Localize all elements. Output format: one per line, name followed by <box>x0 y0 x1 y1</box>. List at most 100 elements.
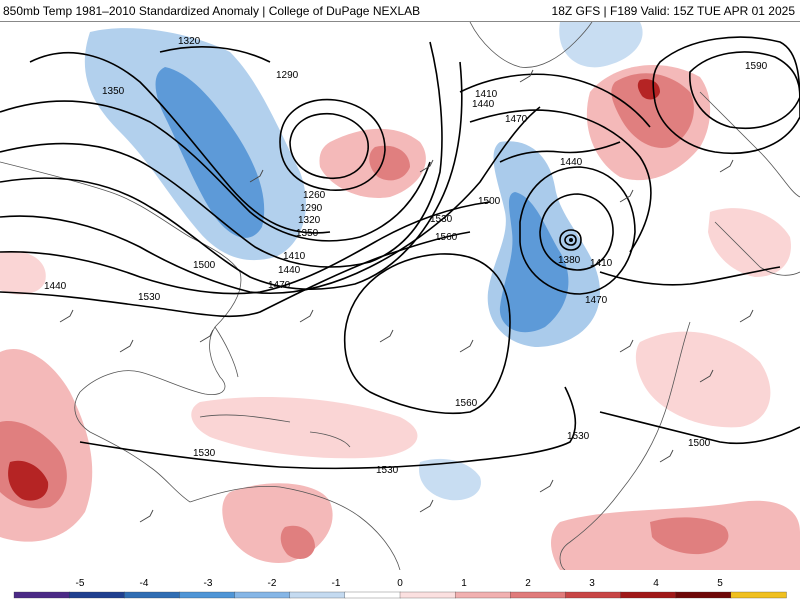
contour-label: 1440 <box>44 281 67 292</box>
warm-anomaly-shading <box>0 65 800 570</box>
contour-label: 1410 <box>475 89 498 100</box>
contour-1350-west <box>29 51 331 234</box>
colorbar-tick-label: -3 <box>204 578 213 589</box>
wind-barbs <box>59 69 754 523</box>
contour-east-arc-1470 <box>599 266 781 286</box>
contour-1530-south <box>79 386 577 470</box>
warm-anomaly-region-gulf-coast <box>0 251 46 295</box>
contour-label: 1560 <box>455 398 478 409</box>
coastline-florida <box>214 326 239 378</box>
warm-anomaly-region-west-africa <box>635 331 771 428</box>
colorbar-segment <box>68 591 125 599</box>
warm-anomaly-core-south-america <box>280 525 315 559</box>
contour-label: 1530 <box>376 465 399 476</box>
contour-label: 1500 <box>688 438 711 449</box>
colorbar-tick-label: 5 <box>717 578 723 589</box>
contour-label: 1350 <box>102 86 125 97</box>
contour-1380-arc <box>0 100 431 242</box>
contour-label: 1350 <box>296 228 319 239</box>
wind-barb <box>119 339 134 353</box>
warm-anomaly-core-labrador-sea <box>369 145 410 181</box>
coastline-africa <box>559 321 691 570</box>
colorbar-segment <box>730 591 787 599</box>
contour-label: 1320 <box>298 215 321 226</box>
wind-barb <box>659 449 674 463</box>
contour-closed-low-1260 <box>289 113 369 179</box>
wind-barb <box>519 69 534 83</box>
warm-anomaly-region-caribbean <box>191 397 418 459</box>
warm-anomaly-core-europe <box>611 73 694 148</box>
contour-label: 1530 <box>193 448 216 459</box>
wind-barb <box>379 329 394 343</box>
contour-label: 1410 <box>590 258 613 269</box>
warm-anomaly-region-iberia <box>708 208 791 277</box>
colorbar-segment <box>289 591 346 599</box>
low-pressure-center <box>569 238 573 242</box>
contour-1320-low <box>159 46 271 63</box>
colorbar-segment <box>399 591 456 599</box>
contour-1440-arc <box>0 61 463 291</box>
contour-label: 1260 <box>303 190 326 201</box>
contour-label: 1290 <box>276 70 299 81</box>
colorbar-segment <box>124 591 181 599</box>
contour-label: 1470 <box>268 280 291 291</box>
contour-1530-arc <box>0 231 471 318</box>
colorbar-segment <box>620 591 677 599</box>
colorbar-tick-label: 3 <box>589 578 595 589</box>
wind-barb <box>299 309 314 323</box>
colorbar-segment <box>234 591 291 599</box>
contour-label: 1290 <box>300 203 323 214</box>
wind-barb <box>249 169 264 183</box>
colorbar-segment <box>179 591 236 599</box>
contour-label: 1560 <box>435 232 458 243</box>
contour-europe-high-outer <box>652 36 800 155</box>
wind-barb <box>419 499 434 513</box>
wind-barb <box>719 159 734 173</box>
wind-barb <box>139 509 154 523</box>
colorbar-segments <box>13 591 787 599</box>
colorbar-tick-label: -2 <box>268 578 277 589</box>
contour-label: 1530 <box>430 214 453 225</box>
contour-label: 1380 <box>558 255 581 266</box>
contour-1470-east <box>499 141 621 163</box>
wind-barb <box>419 159 434 173</box>
colorbar-tick-label: -1 <box>332 578 341 589</box>
colorbar-tick-label: 2 <box>525 578 531 589</box>
wind-barb <box>459 339 474 353</box>
contour-label: 1500 <box>193 260 216 271</box>
wind-barb <box>619 339 634 353</box>
contour-label: 1530 <box>138 292 161 303</box>
title-bar: 850mb Temp 1981–2010 Standardized Anomal… <box>0 0 800 22</box>
wind-barb <box>619 189 634 203</box>
colorbar-tick-label: 1 <box>461 578 467 589</box>
contour-label: 1470 <box>505 114 528 125</box>
colorbar-segment <box>510 591 567 599</box>
contour-closed-low-1290 <box>279 98 386 191</box>
contour-label: 1470 <box>585 295 608 306</box>
coastline-south-america <box>189 486 401 570</box>
warm-anomaly-core-africa <box>650 517 729 555</box>
contour-1560-closed <box>343 253 511 415</box>
colorbar-segment <box>454 591 511 599</box>
wind-barb <box>59 309 74 323</box>
coastline-caribbean-islands <box>199 414 351 448</box>
contour-label: 1530 <box>567 431 590 442</box>
contour-1500-arc <box>0 201 491 295</box>
wind-barb <box>539 479 554 493</box>
contour-1470-arc <box>0 106 541 295</box>
warm-anomaly-hotspot-mexico <box>8 460 49 501</box>
contour-1500-south-east <box>599 411 800 445</box>
cold-anomaly-core-atlantic <box>499 192 569 333</box>
contour-1410-arc <box>0 41 443 268</box>
coastlines <box>0 22 800 570</box>
colorbar-segment <box>344 591 401 599</box>
contour-label: 1320 <box>178 36 201 47</box>
contour-atlantic-low-mid <box>539 193 614 271</box>
contour-label: 1440 <box>560 157 583 168</box>
map-title: 850mb Temp 1981–2010 Standardized Anomal… <box>3 4 421 18</box>
colorbar-segment <box>565 591 622 599</box>
wind-barb <box>199 329 214 343</box>
cold-anomaly-region-greenland <box>559 22 643 68</box>
colorbar-segment <box>675 591 732 599</box>
coastline-north-america <box>0 161 242 503</box>
